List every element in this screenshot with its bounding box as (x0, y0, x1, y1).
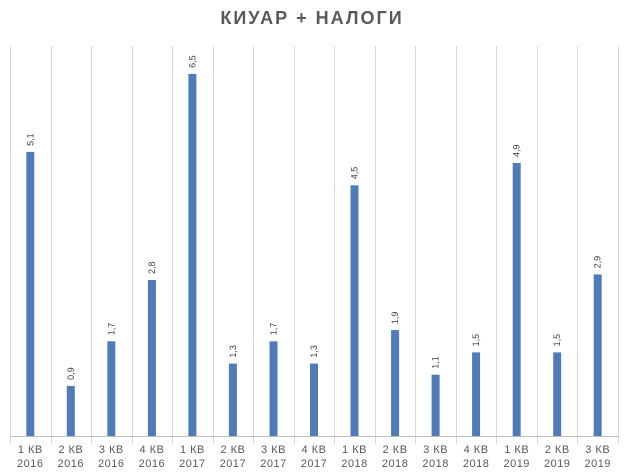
x-tick-quarter-4: 4 КВ (139, 444, 164, 456)
x-tick-year-11: 2018 (422, 458, 448, 470)
bar-series (26, 73, 602, 437)
x-tick-quarter-5: 1 КВ (180, 444, 205, 456)
bar-2 (66, 385, 75, 436)
x-tick-quarter-2: 2 КВ (58, 444, 83, 456)
bar-3 (107, 341, 116, 436)
bar-6 (228, 363, 237, 436)
x-tick-quarter-12: 4 КВ (464, 444, 489, 456)
bar-10 (391, 330, 400, 436)
data-label-3: 1,7 (106, 323, 116, 336)
data-label-9: 4,5 (350, 167, 360, 180)
bar-11 (431, 374, 440, 436)
x-tick-year-10: 2018 (382, 458, 408, 470)
data-label-7: 1,7 (269, 323, 279, 336)
grid-lines (10, 46, 619, 444)
x-tick-quarter-14: 2 КВ (545, 444, 570, 456)
x-tick-year-7: 2017 (260, 458, 286, 470)
bar-9 (350, 185, 359, 436)
data-label-5: 6,5 (187, 55, 197, 68)
x-tick-year-12: 2018 (463, 458, 489, 470)
x-tick-quarter-9: 1 КВ (342, 444, 367, 456)
x-axis: 1 КВ 2016 2 КВ 2016 3 КВ 2016 4 КВ 2016 1 КВ 2017… (10, 436, 618, 470)
x-tick-year-5: 2017 (179, 458, 205, 470)
data-label-15: 2,9 (593, 256, 603, 269)
bar-12 (472, 352, 481, 436)
x-tick-year-3: 2016 (98, 458, 124, 470)
x-tick-year-14: 2019 (544, 458, 570, 470)
bar-4 (147, 280, 156, 436)
x-tick-quarter-15: 3 КВ (585, 444, 610, 456)
x-tick-year-15: 2019 (584, 458, 610, 470)
bar-8 (310, 363, 318, 436)
x-tick-year-1: 2016 (17, 458, 43, 470)
data-label-11: 1,1 (431, 356, 441, 369)
data-label-2: 0,9 (66, 367, 76, 380)
x-tick-year-13: 2019 (503, 458, 529, 470)
data-labels: 5,1 0,9 1,7 2,8 6,5 1,3 1,7 1,3 4,5 1,9 1,1 1,5 4,9 1… (25, 55, 602, 380)
bar-13 (512, 163, 521, 436)
data-label-13: 4,9 (512, 144, 522, 157)
x-tick-year-6: 2017 (220, 458, 246, 470)
x-tick-year-8: 2017 (301, 458, 327, 470)
x-tick-year-9: 2018 (341, 458, 367, 470)
x-tick-quarter-7: 3 КВ (261, 444, 286, 456)
x-tick-quarter-13: 1 КВ (504, 444, 529, 456)
bar-7 (269, 341, 278, 436)
bar-5 (188, 73, 197, 437)
bar-14 (553, 352, 562, 436)
x-tick-quarter-10: 2 КВ (383, 444, 408, 456)
data-label-12: 1,5 (471, 334, 481, 347)
data-label-1: 5,1 (25, 133, 35, 146)
data-label-6: 1,3 (228, 345, 238, 358)
x-tick-quarter-8: 4 КВ (302, 444, 327, 456)
data-label-14: 1,5 (552, 334, 562, 347)
x-tick-quarter-6: 2 КВ (220, 444, 245, 456)
x-tick-quarter-1: 1 КВ (18, 444, 43, 456)
bar-1 (26, 151, 35, 436)
x-tick-quarter-3: 3 КВ (99, 444, 124, 456)
x-tick-year-4: 2016 (139, 458, 165, 470)
x-tick-quarter-11: 3 КВ (423, 444, 448, 456)
x-tick-year-2: 2016 (58, 458, 84, 470)
chart-title: КИУАР + НАЛОГИ (220, 8, 404, 28)
bar-15 (593, 274, 602, 436)
data-label-4: 2,8 (147, 261, 157, 274)
data-label-10: 1,9 (390, 312, 400, 325)
data-label-8: 1,3 (309, 345, 319, 358)
